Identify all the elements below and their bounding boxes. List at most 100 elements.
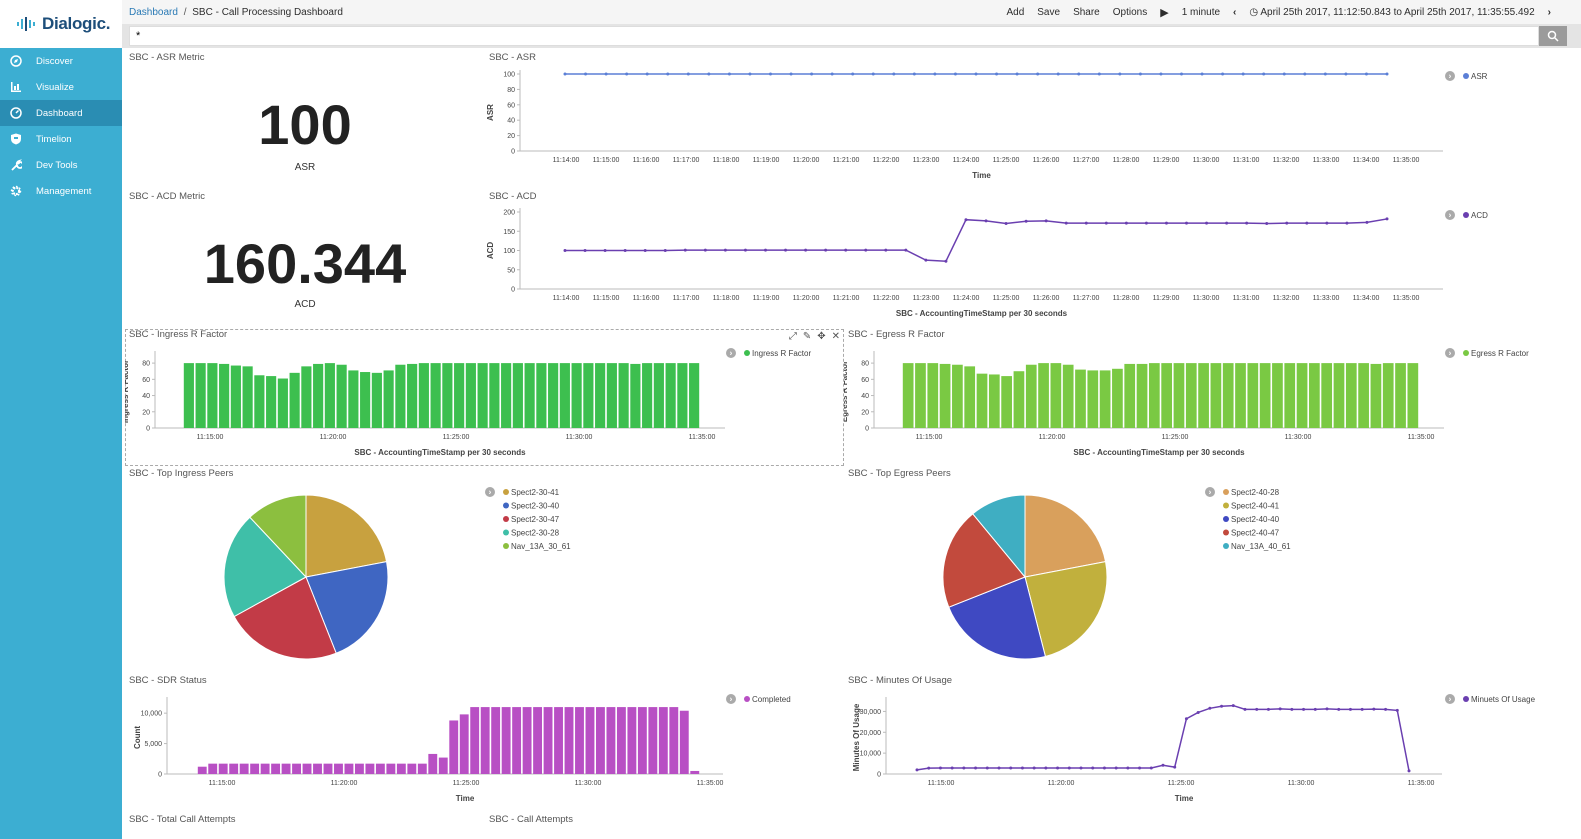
legend-label: Spect2-30-41 [511,488,560,497]
legend-toggle-icon [1445,694,1455,704]
data-point [933,72,937,76]
bar [1198,363,1209,428]
breadcrumb-dashboard-link[interactable]: Dashboard [129,6,178,18]
data-point [1265,222,1269,226]
data-point [663,249,667,252]
data-point [789,72,793,76]
breadcrumb-current: SBC - Call Processing Dashboard [192,6,343,18]
search-input[interactable] [129,26,1539,46]
y-tick-label: 0 [877,772,881,779]
legend-label: Nav_13A_40_61 [1231,542,1291,551]
expand-icon[interactable]: ⤢ [788,331,797,342]
bar [524,363,535,428]
y-axis-label: Egress R Factor [844,361,849,422]
ingress-r-factor-panel[interactable]: SBC - Ingress R Factor ⤢ ✎ ✥ ✕ 0 20 40 60 80… [125,329,844,466]
data-point [1278,707,1282,711]
x-tick-label: 11:22:00 [873,295,900,302]
data-point [1180,72,1183,76]
save-button[interactable]: Save [1037,6,1061,18]
sidebar-item-management[interactable]: Management [0,178,122,204]
bar [207,363,218,428]
refresh-interval[interactable]: 1 minute [1181,6,1221,18]
options-button[interactable]: Options [1112,6,1148,18]
legend-toggle-glyph: › [1449,349,1452,358]
legend-toggle-glyph: › [1449,211,1452,220]
data-point [1225,221,1229,225]
edit-pencil-icon[interactable]: ✎ [802,331,812,342]
bar [658,707,668,774]
bar [616,707,626,774]
x-axis-label: SBC - AccountingTimeStamp per 30 seconds [1073,448,1245,457]
data-point [984,219,988,223]
close-icon[interactable]: ✕ [831,331,840,342]
play-icon[interactable]: ▶ [1160,6,1169,19]
panel-title: SBC - Top Ingress Peers [129,468,234,479]
panel-title: SBC - ASR Metric [129,52,205,63]
sidebar-item-dev-tools[interactable]: Dev Tools [0,152,122,178]
x-tick-label: 11:25:00 [993,295,1020,302]
move-icon[interactable]: ✥ [817,331,826,342]
x-tick-label: 11:34:00 [1353,295,1380,302]
sidebar-item-dashboard[interactable]: Dashboard [0,100,122,126]
bar [266,376,277,428]
x-tick-label: 11:18:00 [713,157,740,164]
panel-title: SBC - Call Attempts [489,814,573,825]
sidebar-item-discover[interactable]: Discover [0,48,122,74]
series-line [916,704,1410,772]
sidebar-item-timelion[interactable]: Timelion [0,126,122,152]
search-icon [1547,30,1559,42]
data-point [1385,217,1389,221]
bar [548,363,559,428]
bar [386,763,396,774]
chevron-right-icon[interactable]: › [1547,6,1551,18]
data-point [645,72,649,76]
sidebar-item-label: Discover [36,55,73,67]
legend-toggle-glyph: › [1209,488,1212,497]
sdr-status-panel: SBC - SDR Status 0 5,000 10,000 Count 11:15:… [125,675,844,810]
data-point [953,72,957,76]
acd-line-chart: 0 50 100 150 200 ACD 11:14:00 11:15:00 11:16:00 1… [486,208,1488,318]
data-point [1056,766,1060,770]
data-point [1303,72,1307,76]
bar [606,707,616,774]
share-button[interactable]: Share [1073,6,1100,18]
bar [512,363,523,428]
bar [449,720,459,774]
bar [407,363,418,428]
data-point [915,768,919,772]
legend-toggle-icon [726,694,736,704]
y-tick-label: 100 [503,248,515,255]
timelion-shield-icon [9,132,23,146]
data-point [985,766,989,770]
bar [952,364,963,428]
bar [292,763,301,774]
data-point [1196,710,1200,714]
pie-slice [972,494,1026,579]
legend-label: Spect2-30-28 [511,529,560,538]
minutes-of-usage-panel: SBC - Minutes Of Usage 0 10,000 20,000 30,0… [844,675,1575,810]
breadcrumb-separator: / [183,6,187,18]
data-point [1118,72,1122,76]
data-point [1044,219,1048,223]
search-button[interactable] [1539,26,1567,46]
bar [354,763,364,774]
bar [564,707,574,774]
data-point [707,72,711,76]
data-point [686,72,690,76]
y-tick-label: 0 [158,772,162,779]
add-button[interactable]: Add [1006,6,1025,18]
data-point [1302,707,1306,711]
time-range-picker[interactable]: ◷ April 25th 2017, 11:12:50.843 to April… [1249,7,1534,18]
bar [360,372,371,428]
top-ingress-peers-panel: SBC - Top Ingress Peers › Spect2-30-41 Spe… [125,468,844,673]
sidebar-item-visualize[interactable]: Visualize [0,74,122,100]
chevron-left-icon[interactable]: ‹ [1233,6,1237,18]
pie-slice [1024,561,1108,658]
legend-label: Egress R Factor [1471,349,1529,358]
brand-logo[interactable]: Dialogic. [0,0,122,48]
legend-label: ACD [1471,211,1488,220]
data-point [884,248,888,252]
bar [1025,364,1037,428]
data-point [927,766,931,770]
x-tick-label: 11:32:00 [1273,157,1300,164]
